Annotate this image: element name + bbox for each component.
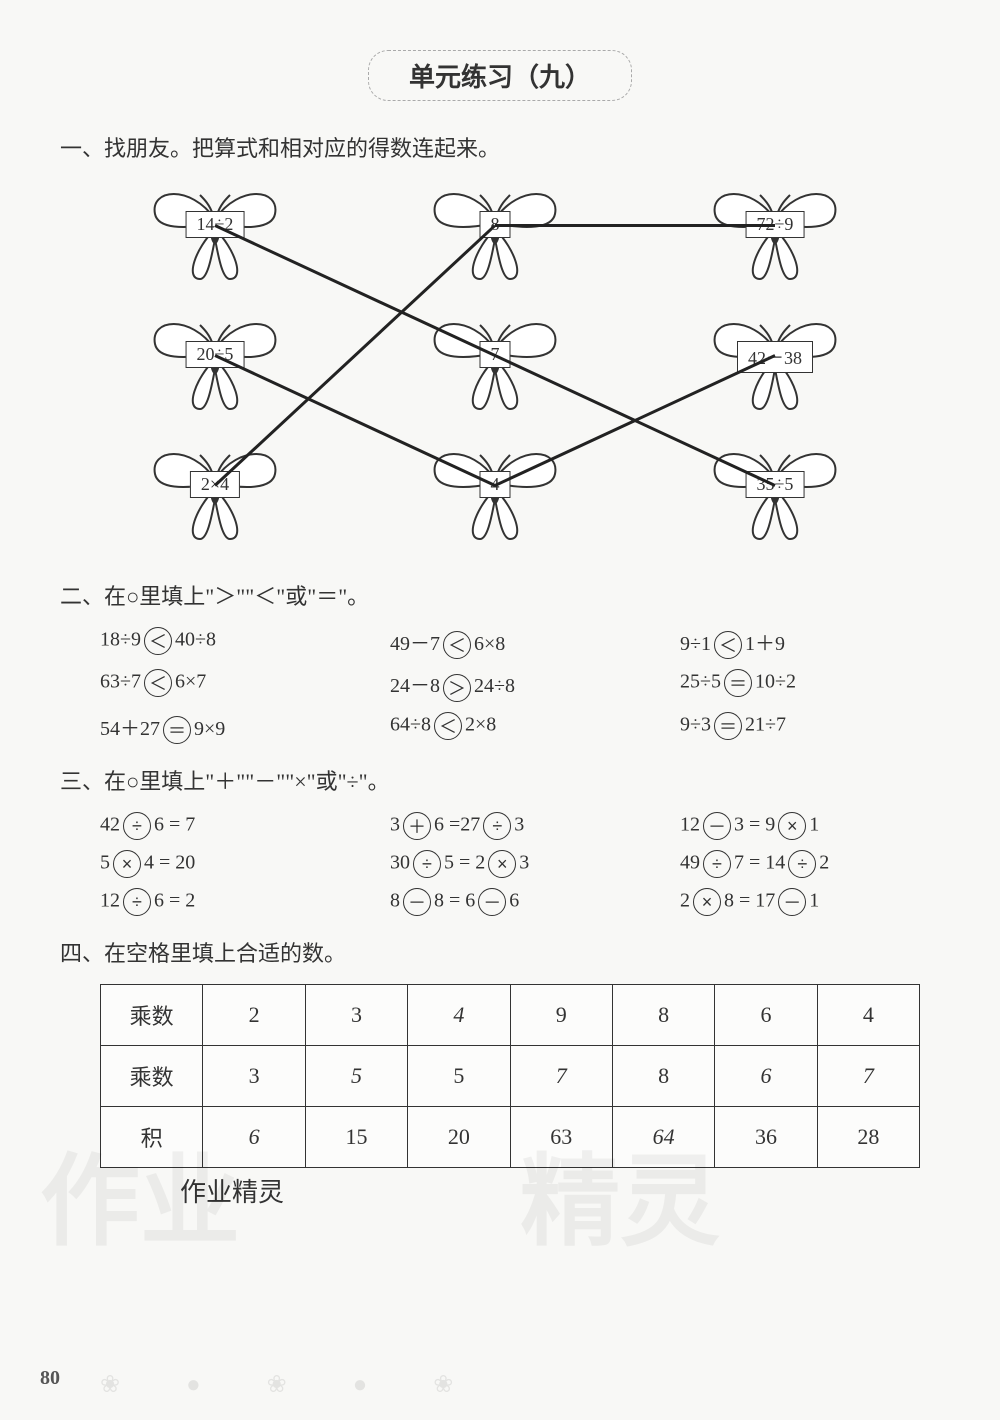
table-cell: 6 [203, 1107, 305, 1168]
answer-circle: × [778, 812, 806, 840]
table-cell: 7 [510, 1046, 612, 1107]
page-title: 单元练习（九） [368, 50, 632, 101]
answer-circle: ＝ [163, 716, 191, 744]
answer-circle: ＜ [144, 669, 172, 697]
operator-expr: 12÷6 = 2 [100, 888, 360, 916]
comparison-expr: 24－8＞24÷8 [390, 669, 650, 701]
answer-circle: ＋ [403, 812, 431, 840]
section4-table: 乘数2349864乘数3557867积6152063643628 [100, 984, 920, 1168]
answer-circle: ＜ [714, 631, 742, 659]
butterfly-item: 7 [420, 309, 570, 419]
table-cell: 9 [510, 985, 612, 1046]
table-cell: 20 [408, 1107, 510, 1168]
operator-expr: 5×4 = 20 [100, 850, 360, 878]
answer-circle: ÷ [703, 850, 731, 878]
table-cell: 28 [817, 1107, 919, 1168]
operator-expr: 42÷6 = 7 [100, 812, 360, 840]
section2-heading: 二、在○里填上"＞""＜"或"＝"。 [60, 579, 940, 611]
comparison-expr: 54＋27＝9×9 [100, 712, 360, 744]
handwritten-caption: 作业精灵 [180, 1172, 940, 1209]
table-cell: 7 [817, 1046, 919, 1107]
answer-circle: － [703, 812, 731, 840]
comparison-expr: 49－7＜6×8 [390, 627, 650, 659]
answer-circle: × [113, 850, 141, 878]
table-row-label: 积 [101, 1107, 203, 1168]
answer-circle: ＜ [144, 627, 172, 655]
table-cell: 5 [408, 1046, 510, 1107]
footer-decoration: ❀ ● ❀ ● ❀ [100, 1370, 940, 1400]
table-cell: 15 [305, 1107, 407, 1168]
butterfly-item: 14÷2 [140, 179, 290, 289]
answer-circle: ÷ [483, 812, 511, 840]
answer-circle: ＝ [724, 669, 752, 697]
butterfly-item: 42－38 [700, 309, 850, 419]
operator-expr: 3＋6 =27÷3 [390, 812, 650, 840]
butterfly-grid: 14÷2 8 72÷9 20÷5 [100, 179, 900, 559]
section2-grid: 18÷9＜40÷8 49－7＜6×8 9÷1＜1＋9 63÷7＜6×7 24－8＞24÷… [60, 627, 940, 744]
answer-circle: ÷ [413, 850, 441, 878]
table-cell: 4 [408, 985, 510, 1046]
comparison-expr: 9÷1＜1＋9 [680, 627, 940, 659]
comparison-expr: 64÷8＜2×8 [390, 712, 650, 744]
answer-circle: － [403, 888, 431, 916]
section3-grid: 42÷6 = 7 3＋6 =27÷3 12－3 = 9×1 5×4 = 20 30÷5 … [60, 812, 940, 916]
table-cell: 63 [510, 1107, 612, 1168]
operator-expr: 12－3 = 9×1 [680, 812, 940, 840]
section3-heading: 三、在○里填上"＋""－""×"或"÷"。 [60, 764, 940, 796]
answer-circle: ＜ [434, 712, 462, 740]
table-row-label: 乘数 [101, 985, 203, 1046]
butterfly-item: 35÷5 [700, 439, 850, 549]
operator-expr: 30÷5 = 2×3 [390, 850, 650, 878]
answer-circle: ÷ [123, 812, 151, 840]
table-cell: 64 [612, 1107, 714, 1168]
operator-expr: 2×8 = 17－1 [680, 888, 940, 916]
butterfly-item: 2×4 [140, 439, 290, 549]
answer-circle: ＜ [443, 631, 471, 659]
table-cell: 3 [203, 1046, 305, 1107]
operator-expr: 8－8 = 6－6 [390, 888, 650, 916]
comparison-expr: 9÷3＝21÷7 [680, 712, 940, 744]
butterfly-item: 20÷5 [140, 309, 290, 419]
connection-line [495, 224, 775, 227]
answer-circle: － [478, 888, 506, 916]
operator-expr: 49÷7 = 14÷2 [680, 850, 940, 878]
answer-circle: － [778, 888, 806, 916]
answer-circle: ÷ [123, 888, 151, 916]
butterfly-item: 72÷9 [700, 179, 850, 289]
section1-heading: 一、找朋友。把算式和相对应的得数连起来。 [60, 131, 940, 163]
table-cell: 2 [203, 985, 305, 1046]
comparison-expr: 18÷9＜40÷8 [100, 627, 360, 659]
table-row-label: 乘数 [101, 1046, 203, 1107]
answer-circle: × [693, 888, 721, 916]
page-number: 80 [40, 1367, 60, 1390]
table-cell: 6 [715, 1046, 817, 1107]
table-cell: 36 [715, 1107, 817, 1168]
table-cell: 6 [715, 985, 817, 1046]
answer-circle: ÷ [788, 850, 816, 878]
table-cell: 5 [305, 1046, 407, 1107]
answer-circle: × [488, 850, 516, 878]
table-cell: 3 [305, 985, 407, 1046]
comparison-expr: 25÷5＝10÷2 [680, 669, 940, 701]
answer-circle: ＝ [714, 712, 742, 740]
table-cell: 8 [612, 985, 714, 1046]
comparison-expr: 63÷7＜6×7 [100, 669, 360, 701]
butterfly-item: 4 [420, 439, 570, 549]
table-cell: 4 [817, 985, 919, 1046]
section4-heading: 四、在空格里填上合适的数。 [60, 936, 940, 968]
answer-circle: ＞ [443, 674, 471, 702]
table-cell: 8 [612, 1046, 714, 1107]
